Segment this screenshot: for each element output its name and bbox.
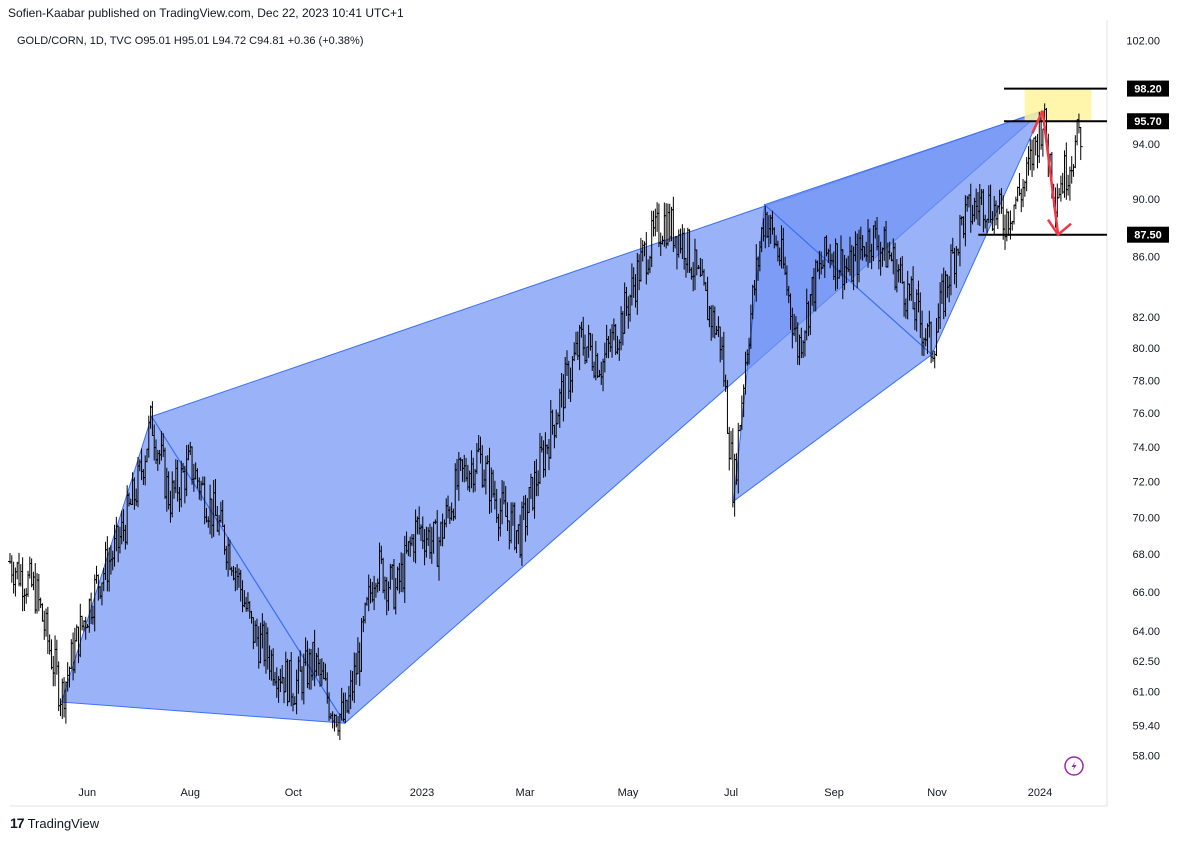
arrow-head: [1047, 219, 1072, 237]
harmonic-patterns: [60, 109, 1044, 724]
y-tick-label: 72.00: [1132, 477, 1160, 489]
publish-info: Sofien-Kaabar published on TradingView.c…: [8, 6, 404, 20]
y-tick-label: 86.00: [1132, 252, 1160, 264]
y-tick-label: 102.00: [1126, 35, 1160, 47]
price-line-tag-98.20: [1127, 80, 1169, 97]
y-tick-label: 62.50: [1132, 656, 1160, 668]
tradingview-brand: TradingView: [27, 815, 100, 831]
y-tick-label: 80.00: [1132, 343, 1160, 355]
x-tick-label: 2023: [410, 787, 434, 799]
tradingview-footer[interactable]: 17 TradingView: [10, 815, 99, 831]
x-tick-label: 2024: [1028, 787, 1052, 799]
y-tick-label: 70.00: [1132, 512, 1160, 524]
price-line-label-87.50: 87.50: [1134, 230, 1162, 242]
y-axis: 102.00 94.00 90.00 86.00 82.00 80.00 78.00 76.0…: [1126, 35, 1160, 762]
y-tick-label: 61.00: [1132, 687, 1160, 699]
price-line-label-95.70: 95.70: [1134, 116, 1162, 128]
lightning-icon[interactable]: [1064, 756, 1084, 776]
price-line-label-98.20: 98.20: [1134, 84, 1162, 96]
y-tick-label: 82.00: [1132, 312, 1160, 324]
arrow-shaft: [1041, 110, 1060, 235]
x-tick-label: Nov: [927, 787, 947, 799]
pattern-2-leg: [764, 204, 933, 355]
y-tick-label: 90.00: [1132, 194, 1160, 206]
x-tick-label: Mar: [516, 787, 535, 799]
tradingview-logo-icon: 17: [10, 815, 25, 831]
price-level-lines: [978, 87, 1107, 236]
x-tick-label: Jul: [724, 787, 738, 799]
target-zone: [1024, 88, 1092, 122]
x-tick-label: May: [618, 787, 639, 799]
x-axis: Jun Aug Oct 2023 Mar May Jul Sep Nov 2024: [78, 787, 1052, 799]
y-tick-label: 66.00: [1132, 587, 1160, 599]
symbol-legend: GOLD/CORN, 1D, TVC O95.01 H95.01 L94.72 …: [17, 35, 364, 47]
price-line-tag-87.50: [1127, 226, 1169, 243]
price-bars: [8, 103, 1083, 741]
arrow-tail: [1031, 110, 1044, 134]
x-tick-label: Sep: [824, 787, 844, 799]
x-tick-label: Oct: [285, 787, 302, 799]
y-tick-label: 74.00: [1132, 442, 1160, 454]
price-level-labels: 98.20 95.70 87.50: [1127, 80, 1169, 243]
y-tick-label: 59.40: [1132, 720, 1160, 732]
x-tick-label: Aug: [180, 787, 200, 799]
price-line-tag-95.70: [1127, 113, 1169, 130]
down-arrow: [1031, 110, 1072, 237]
x-tick-label: Jun: [78, 787, 96, 799]
y-tick-label: 64.00: [1132, 626, 1160, 638]
target-box: [1024, 88, 1092, 122]
y-tick-label: 68.00: [1132, 549, 1160, 561]
y-tick-label: 94.00: [1132, 139, 1160, 151]
y-tick-label: 58.00: [1132, 751, 1160, 763]
y-tick-label: 76.00: [1132, 408, 1160, 420]
y-tick-label: 78.00: [1132, 375, 1160, 387]
